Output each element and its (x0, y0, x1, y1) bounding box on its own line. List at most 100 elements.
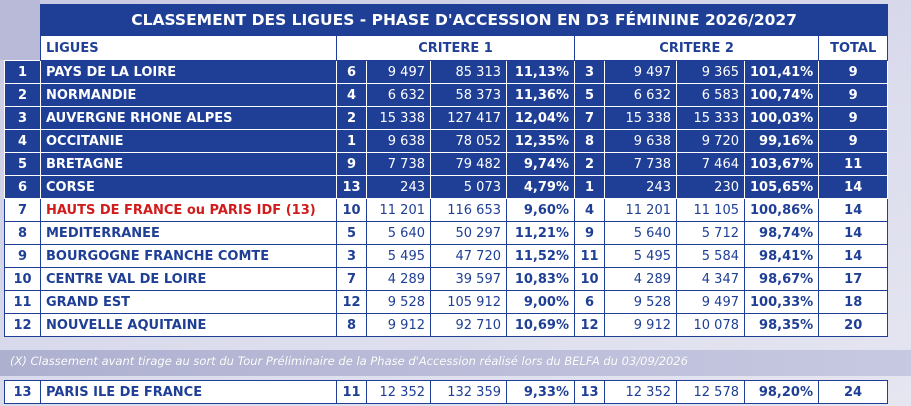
row-c2-percent: 105,65% (743, 175, 820, 199)
row-c1-percent: 9,00% (506, 290, 575, 314)
row-c2-percent: 100,33% (743, 290, 820, 314)
row-c1-position: 9 (336, 152, 367, 176)
row-rank: 10 (4, 267, 41, 291)
row-c1-position: 2 (336, 106, 367, 130)
table-row: 6 CORSE 13 243 5 073 4,79% 1 243 230 105,65% 14 (4, 175, 889, 199)
row-c2-percent: 98,67% (743, 267, 820, 291)
row-c2-value-a: 9 497 (604, 60, 677, 84)
row-total: 14 (818, 221, 889, 245)
row-c1-percent: 12,35% (506, 129, 575, 153)
row-c2-value-a: 6 632 (604, 83, 677, 107)
row-ligue-name: HAUTS DE FRANCE ou PARIS IDF (13) (40, 198, 337, 222)
row-c1-position: 4 (336, 83, 367, 107)
row-total: 14 (818, 198, 889, 222)
table-row: 4 OCCITANIE 1 9 638 78 052 12,35% 8 9 638 9 720 9… (4, 129, 889, 153)
row-c1-value-b: 47 720 (430, 244, 507, 268)
row-c2-value-b: 9 365 (676, 60, 745, 84)
row-c2-position: 7 (574, 106, 605, 130)
row-rank: 4 (4, 129, 41, 153)
row-c1-value-a: 6 632 (366, 83, 431, 107)
row-rank: 5 (4, 152, 41, 176)
row-c1-value-b: 127 417 (430, 106, 507, 130)
table-row: 1 PAYS DE LA LOIRE 6 9 497 85 313 11,13% 3 9 49… (4, 60, 889, 84)
row-c2-value-a: 9 638 (604, 129, 677, 153)
row-c1-position: 13 (336, 175, 367, 199)
row-ligue-name: BOURGOGNE FRANCHE COMTE (40, 244, 337, 268)
header-critere-1: CRITERE 1 (336, 35, 575, 61)
table-body: 1 PAYS DE LA LOIRE 6 9 497 85 313 11,13% 3 9 49… (4, 60, 889, 337)
row-c1-value-b: 116 653 (430, 198, 507, 222)
row-c1-position: 6 (336, 60, 367, 84)
row-c1-value-b: 78 052 (430, 129, 507, 153)
extra-row-table: 13 PARIS ILE DE FRANCE 11 12 352 132 359… (4, 380, 888, 404)
row-c2-value-b: 5 584 (676, 244, 745, 268)
row-c1-percent: 12,04% (506, 106, 575, 130)
row-total: 11 (818, 152, 889, 176)
row-c2-value-a: 4 289 (604, 267, 677, 291)
row-ligue-name: GRAND EST (40, 290, 337, 314)
row-ligue-name: NORMANDIE (40, 83, 337, 107)
row-c1-position: 10 (336, 198, 367, 222)
row-c2-value-a: 15 338 (604, 106, 677, 130)
row-c2-position: 3 (574, 60, 605, 84)
row-c1-percent: 11,13% (506, 60, 575, 84)
row-c2-value-b: 6 583 (676, 83, 745, 107)
row-c1-percent: 11,21% (506, 221, 575, 245)
row-ligue-name: OCCITANIE (40, 129, 337, 153)
row-c1-percent: 9,74% (506, 152, 575, 176)
row-c1-value-a: 9 528 (366, 290, 431, 314)
row-total: 9 (818, 129, 889, 153)
row-c2-value-a: 7 738 (604, 152, 677, 176)
row-c2-position: 2 (574, 152, 605, 176)
row-total: 9 (818, 60, 889, 84)
row-c1-percent: 10,83% (506, 267, 575, 291)
table-row: 11 GRAND EST 12 9 528 105 912 9,00% 6 9 528 9 49… (4, 290, 889, 314)
table-title: CLASSEMENT DES LIGUES - PHASE D'ACCESSIO… (39, 4, 889, 36)
row-c1-value-a: 4 289 (366, 267, 431, 291)
row-c2-position: 9 (574, 221, 605, 245)
row-rank: 1 (4, 60, 41, 84)
row-c1-position: 7 (336, 267, 367, 291)
row-ligue-name: BRETAGNE (40, 152, 337, 176)
ranking-table: CLASSEMENT DES LIGUES - PHASE D'ACCESSIO… (4, 4, 889, 337)
row-c1-position: 3 (336, 244, 367, 268)
footnote: (X) Classement avant tirage au sort du T… (10, 354, 688, 368)
row-c2-value-a: 5 640 (604, 221, 677, 245)
row-ligue-name: NOUVELLE AQUITAINE (40, 313, 337, 337)
row-c1-position: 8 (336, 313, 367, 337)
row-total: 9 (818, 83, 889, 107)
row-c2-position: 6 (574, 290, 605, 314)
row-c2-percent: 101,41% (743, 60, 820, 84)
table-row: 12 NOUVELLE AQUITAINE 8 9 912 92 710 10,69% 12… (4, 313, 889, 337)
row-c2-value-b: 15 333 (676, 106, 745, 130)
row-c2-value-b: 7 464 (676, 152, 745, 176)
row-rank: 2 (4, 83, 41, 107)
row-c1-value-b: 5 073 (430, 175, 507, 199)
row-c2-value-b: 9 720 (676, 129, 745, 153)
row-c2-value-b: 9 497 (676, 290, 745, 314)
row-c1-percent: 11,52% (506, 244, 575, 268)
row-c1-value-a: 15 338 (366, 106, 431, 130)
table-row: 5 BRETAGNE 9 7 738 79 482 9,74% 2 7 738 7 464 103… (4, 152, 889, 176)
row-c2-position: 10 (574, 267, 605, 291)
row-c1-percent: 9,60% (506, 198, 575, 222)
row-c2-percent: 99,16% (743, 129, 820, 153)
row-c2-value-a: 243 (604, 175, 677, 199)
row-c2-position: 1 (574, 175, 605, 199)
row-c2-value-a: 11 201 (604, 198, 677, 222)
row-c2-value-b: 4 347 (676, 267, 745, 291)
table-row: 2 NORMANDIE 4 6 632 58 373 11,36% 5 6 632 6 583 1… (4, 83, 889, 107)
row-rank: 12 (4, 313, 41, 337)
row-ligue-name: PARIS ILE DE FRANCE (40, 380, 337, 404)
row-total: 24 (818, 380, 888, 404)
row-ligue-name: PAYS DE LA LOIRE (40, 60, 337, 84)
row-c2-value-a: 9 912 (604, 313, 677, 337)
row-rank: 9 (4, 244, 41, 268)
row-c2-position: 11 (574, 244, 605, 268)
row-c2-value-a: 9 528 (604, 290, 677, 314)
row-c2-value-a: 12 352 (604, 380, 677, 404)
row-c2-value-b: 11 105 (676, 198, 745, 222)
table-row: 8 MEDITERRANEE 5 5 640 50 297 11,21% 9 5 640 5 7… (4, 221, 889, 245)
row-c1-percent: 9,33% (506, 380, 575, 404)
row-ligue-name: CENTRE VAL DE LOIRE (40, 267, 337, 291)
